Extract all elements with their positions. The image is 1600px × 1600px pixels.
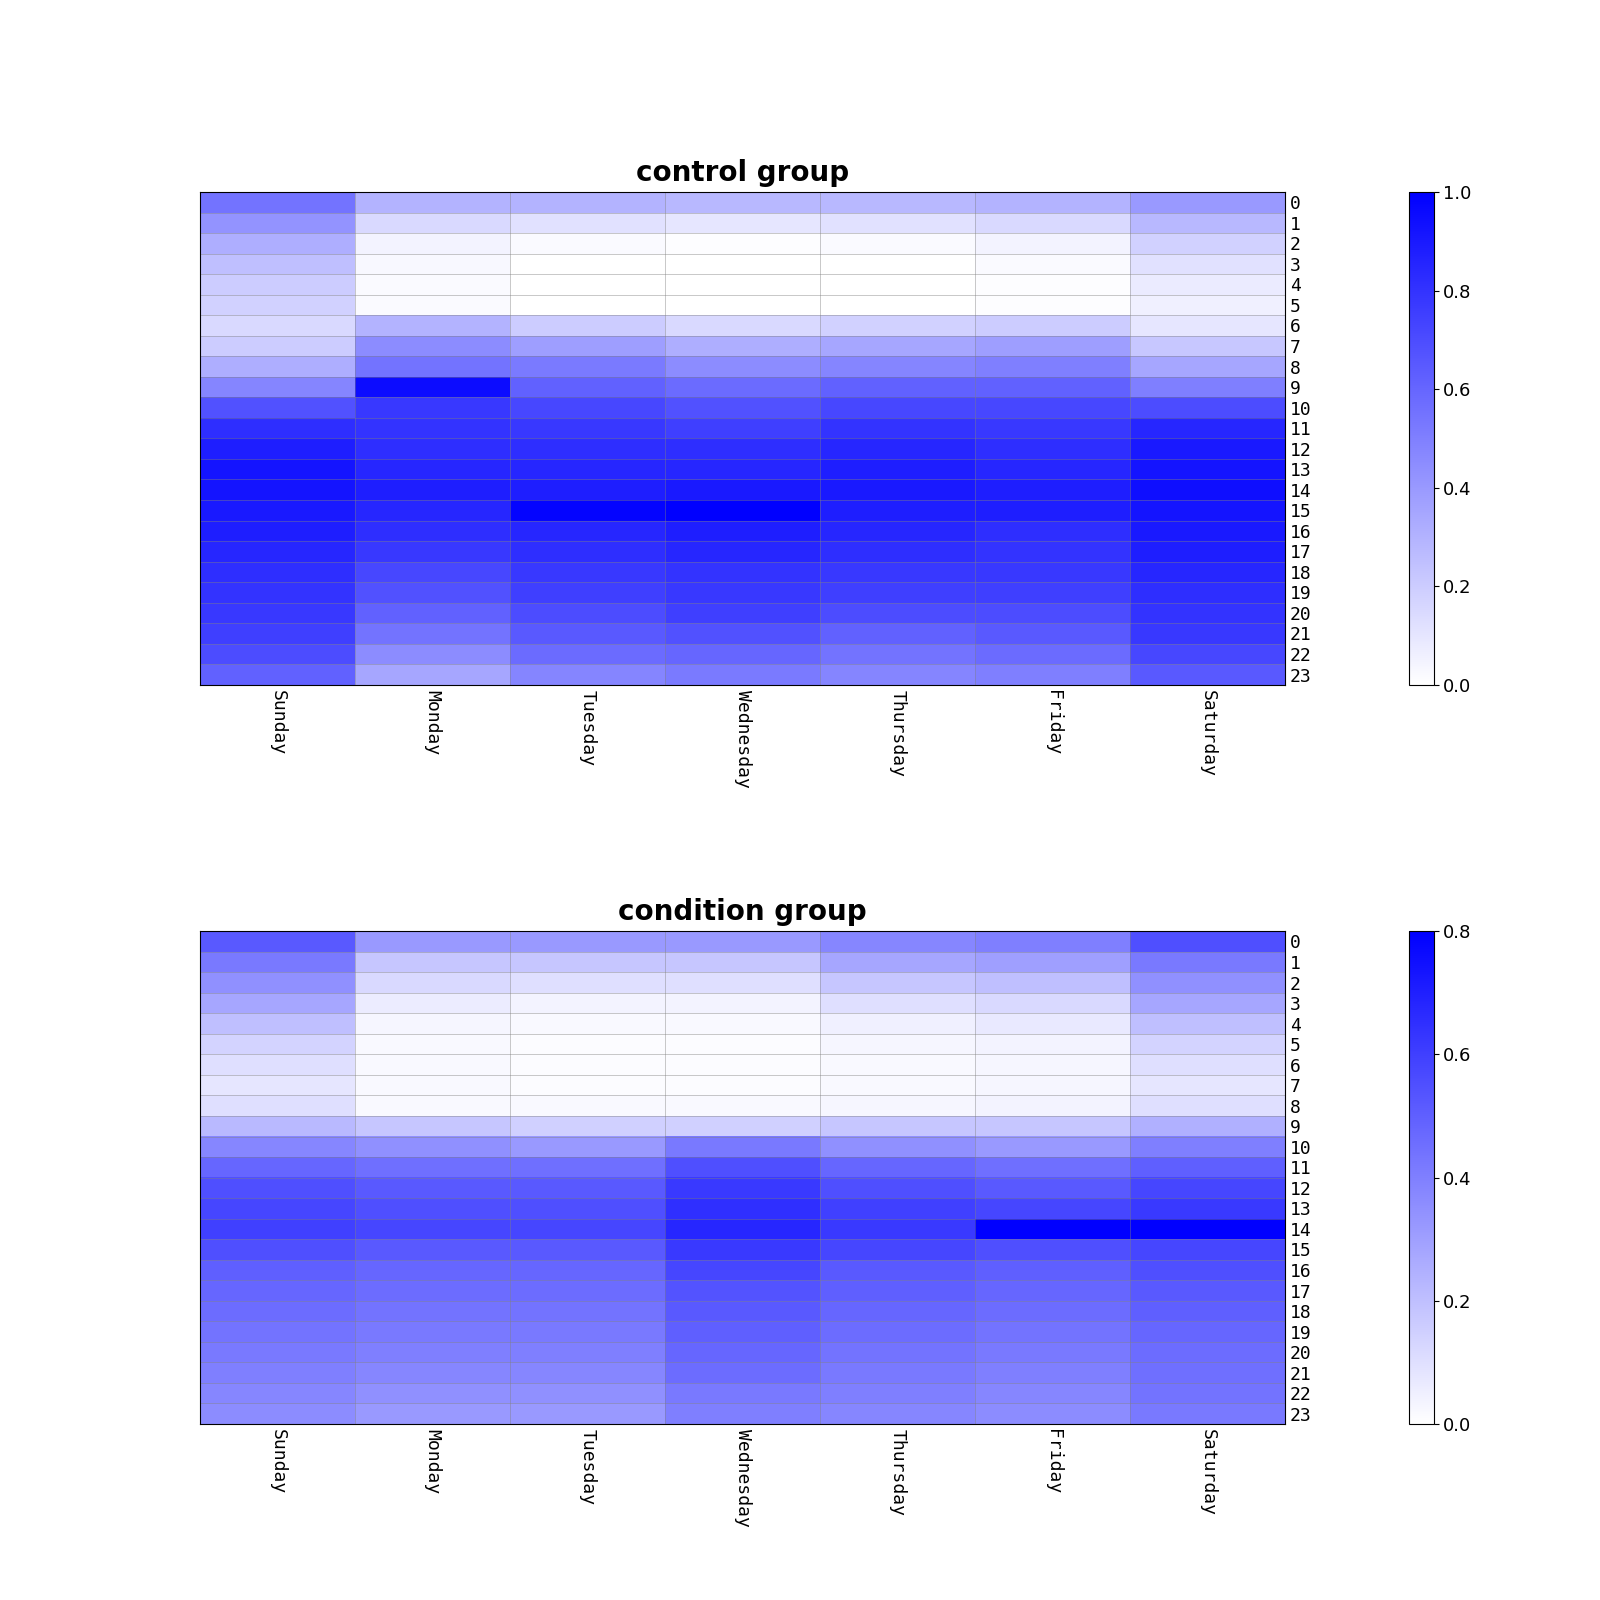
Title: condition group: condition group (618, 898, 867, 926)
Title: control group: control group (635, 158, 850, 187)
